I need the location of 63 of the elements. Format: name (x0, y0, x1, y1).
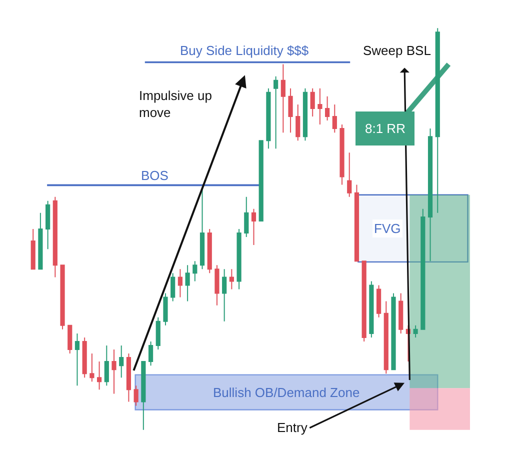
candlestick (266, 88, 271, 150)
annotation: Sweep BSL (363, 43, 431, 58)
candlestick (126, 353, 132, 402)
ref-line-label: Buy Side Liquidity $$$ (180, 43, 310, 58)
candlestick (207, 228, 212, 274)
candlestick (52, 196, 58, 278)
candlestick (288, 88, 293, 134)
candlestick (112, 349, 116, 394)
candlestick (60, 264, 65, 330)
candlestick (435, 28, 440, 214)
candlestick (90, 353, 94, 382)
candlestick (119, 344, 124, 378)
candlestick (274, 76, 278, 150)
candlestick (318, 88, 322, 126)
candlestick (134, 385, 138, 406)
candlestick (178, 268, 182, 298)
candlestick (192, 260, 198, 282)
annotation: 8:1 RR (365, 121, 406, 136)
candlestick (244, 196, 249, 238)
band-label: FVG (374, 221, 401, 236)
candlestick (229, 268, 234, 290)
candlestick (148, 340, 154, 366)
candlestick (354, 184, 360, 262)
candlestick (251, 208, 256, 246)
candlestick (325, 96, 330, 122)
candlestick (420, 208, 426, 330)
candlestick (302, 88, 308, 142)
candlestick (38, 212, 43, 270)
candlestick (141, 361, 146, 430)
candlestick (46, 200, 50, 250)
candlestick (163, 292, 168, 326)
candlestick (310, 88, 315, 117)
candlestick (340, 124, 344, 186)
candlestick (156, 316, 160, 350)
candlestick (347, 152, 352, 198)
candlestick (384, 300, 388, 374)
candlestick (104, 344, 109, 386)
candlestick (369, 280, 374, 338)
candlestick (200, 188, 205, 270)
annotation: Impulsive up move (139, 88, 212, 120)
candlestick (170, 272, 176, 302)
ref-line-label: BOS (141, 168, 169, 183)
candlestick (391, 292, 396, 370)
band-label: Bullish OB/Demand Zone (213, 385, 360, 400)
candlestick (362, 260, 366, 342)
candlestick (96, 361, 102, 390)
candlestick (82, 336, 87, 378)
candlestick (236, 228, 242, 290)
annotation: Entry (277, 420, 308, 435)
candlestick (376, 284, 382, 318)
candlestick (280, 64, 286, 134)
candlestick (296, 104, 300, 142)
candlestick (428, 128, 433, 262)
candlestick (185, 264, 190, 302)
candlestick (398, 292, 404, 334)
candlestick (332, 104, 337, 134)
candlestick (222, 268, 227, 322)
candlestick (214, 264, 220, 306)
candlestick (68, 324, 72, 354)
candlestick (413, 324, 418, 338)
candlestick (74, 332, 80, 386)
candlestick (30, 228, 36, 270)
candlestick (258, 140, 264, 222)
